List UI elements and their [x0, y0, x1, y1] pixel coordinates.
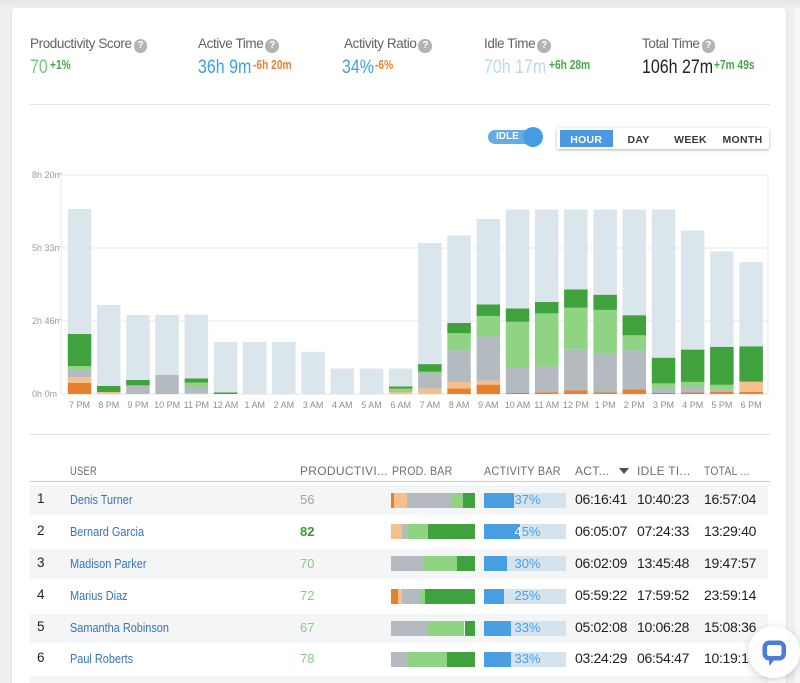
- svg-text:6 AM: 6 AM: [390, 400, 411, 410]
- svg-text:8 PM: 8 PM: [98, 400, 119, 410]
- svg-text:10 PM: 10 PM: [154, 400, 180, 410]
- svg-text:12 PM: 12 PM: [563, 400, 589, 410]
- svg-text:8h 20m: 8h 20m: [32, 170, 62, 180]
- svg-text:1 AM: 1 AM: [244, 400, 265, 410]
- svg-text:2 AM: 2 AM: [274, 400, 295, 410]
- svg-text:5 AM: 5 AM: [361, 400, 382, 410]
- svg-text:4 AM: 4 AM: [332, 400, 353, 410]
- svg-text:1 PM: 1 PM: [595, 400, 616, 410]
- svg-text:4 PM: 4 PM: [682, 400, 703, 410]
- svg-text:11 PM: 11 PM: [184, 400, 209, 410]
- svg-text:3 PM: 3 PM: [653, 400, 674, 410]
- svg-text:9 AM: 9 AM: [478, 400, 499, 410]
- svg-text:5h 33m: 5h 33m: [32, 243, 62, 253]
- svg-text:9 PM: 9 PM: [127, 400, 148, 410]
- svg-text:3 AM: 3 AM: [303, 400, 324, 410]
- svg-text:5 PM: 5 PM: [711, 400, 732, 410]
- svg-text:7 PM: 7 PM: [69, 400, 90, 410]
- svg-text:6 PM: 6 PM: [741, 400, 762, 410]
- svg-text:0h 0m: 0h 0m: [32, 389, 57, 399]
- svg-text:2h 46m: 2h 46m: [32, 316, 62, 326]
- svg-text:12 AM: 12 AM: [213, 400, 239, 410]
- svg-text:7 AM: 7 AM: [420, 400, 441, 410]
- svg-text:8 AM: 8 AM: [449, 400, 470, 410]
- svg-text:11 AM: 11 AM: [534, 400, 559, 410]
- svg-text:10 AM: 10 AM: [505, 400, 531, 410]
- svg-text:2 PM: 2 PM: [624, 400, 645, 410]
